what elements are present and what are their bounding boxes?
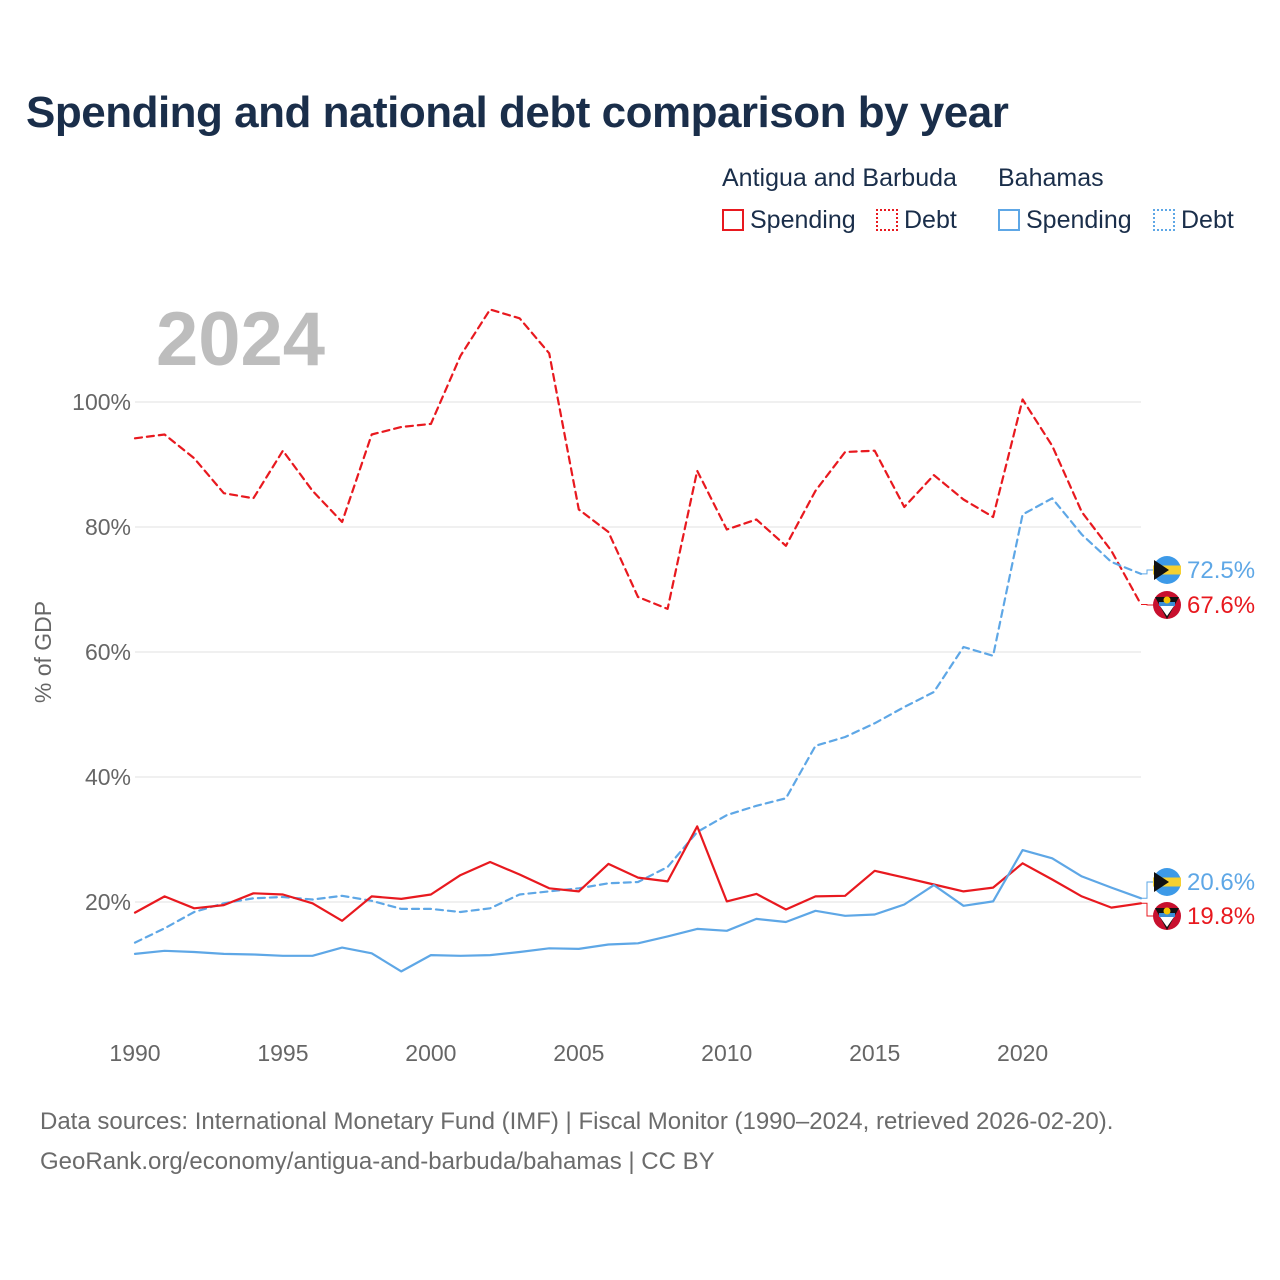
- y-tick-label: 20%: [85, 889, 131, 915]
- x-tick-label: 2015: [849, 1040, 900, 1066]
- x-tick-label: 1995: [257, 1040, 308, 1066]
- x-tick-label: 2010: [701, 1040, 752, 1066]
- series-line-antigua-and-barbuda-debt: [135, 310, 1141, 609]
- y-tick-label: 100%: [72, 389, 131, 415]
- line-chart: 20% 40% 60% 80% 100% 1990 1995 2000 2005 2010 2015…: [0, 0, 1280, 1100]
- label-connector: [1141, 882, 1153, 898]
- label-connector: [1141, 903, 1153, 916]
- end-value-label: 72.5%: [1187, 557, 1255, 584]
- series-line-antigua-and-barbuda-spending: [135, 826, 1141, 920]
- x-tick-label: 2005: [553, 1040, 604, 1066]
- y-tick-label: 80%: [85, 514, 131, 540]
- x-tick-label: 1990: [109, 1040, 160, 1066]
- label-connector: [1141, 605, 1153, 606]
- antigua-flag-sun: [1164, 908, 1171, 915]
- y-tick-label: 60%: [85, 639, 131, 665]
- end-value-label: 67.6%: [1187, 592, 1255, 619]
- series-line-bahamas-spending: [135, 850, 1141, 971]
- label-connector: [1141, 570, 1153, 574]
- source-line-2: GeoRank.org/economy/antigua-and-barbuda/…: [40, 1148, 715, 1176]
- x-tick-label: 2020: [997, 1040, 1048, 1066]
- series-line-bahamas-debt: [135, 498, 1141, 942]
- x-tick-label: 2000: [405, 1040, 456, 1066]
- source-line-1: Data sources: International Monetary Fun…: [40, 1108, 1113, 1136]
- y-axis-label: % of GDP: [30, 601, 56, 703]
- end-value-label: 19.8%: [1187, 903, 1255, 930]
- end-value-label: 20.6%: [1187, 869, 1255, 896]
- y-tick-label: 40%: [85, 764, 131, 790]
- antigua-flag-sun: [1164, 597, 1171, 604]
